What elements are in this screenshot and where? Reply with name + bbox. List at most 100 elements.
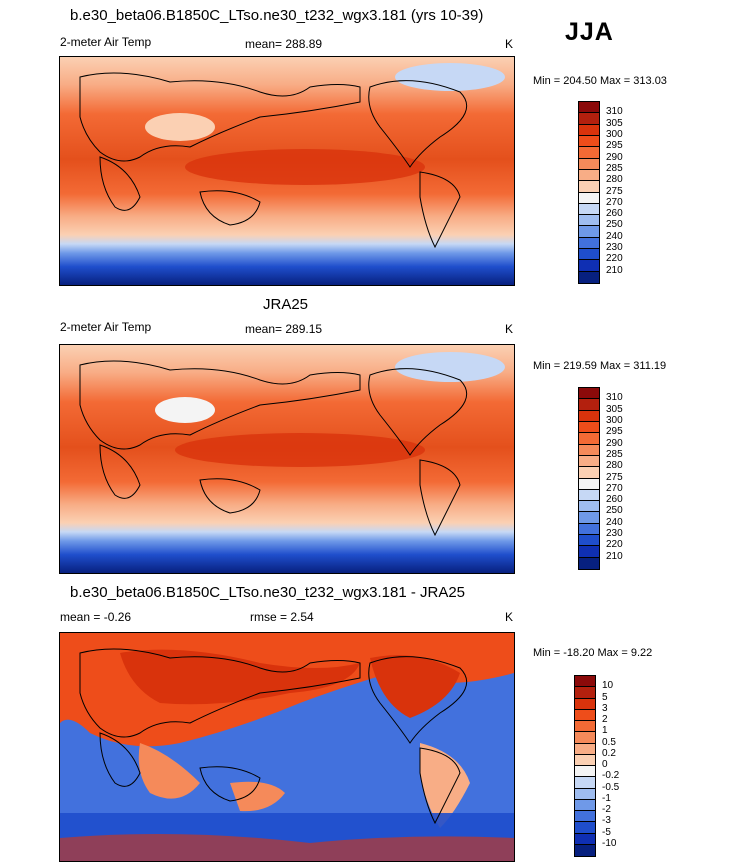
- colorbar-tick-label: 275: [606, 185, 623, 197]
- panel1-minmax-label: Min = 204.50 Max = 313.03: [533, 75, 667, 87]
- colorbar-swatch: [579, 147, 599, 159]
- colorbar-swatch: [579, 102, 599, 114]
- colorbar-tick-label: -0.2: [602, 770, 620, 782]
- colorbar-tick-label: -5: [602, 826, 611, 838]
- colorbar-swatch: [579, 388, 599, 400]
- colorbar-swatch: [575, 766, 595, 778]
- colorbar-tick-label: 220: [606, 539, 623, 551]
- colorbar-tick-label: 305: [606, 117, 623, 129]
- panel1-colorbar: [578, 101, 600, 284]
- panel1-eurasia-coastline: [79, 72, 361, 162]
- colorbar-swatch: [579, 192, 599, 204]
- panel1-mean-label: mean= 288.89: [245, 37, 323, 51]
- colorbar-swatch: [579, 489, 599, 502]
- colorbar-swatch: [579, 215, 599, 227]
- colorbar-swatch: [579, 113, 599, 125]
- colorbar-swatch: [579, 535, 599, 547]
- colorbar-tick-label: 270: [606, 196, 623, 208]
- panel2-variable-label: 2-meter Air Temp: [60, 320, 152, 334]
- colorbar-swatch: [575, 698, 595, 710]
- panel1-map: [59, 56, 515, 286]
- panel3-northamerica-coastline: [368, 656, 468, 744]
- colorbar-swatch: [579, 169, 599, 182]
- colorbar-swatch: [579, 455, 599, 468]
- colorbar-swatch: [579, 237, 599, 250]
- colorbar-swatch: [579, 181, 599, 193]
- colorbar-tick-label: 290: [606, 151, 623, 163]
- colorbar-tick-label: 2: [602, 714, 608, 725]
- colorbar-tick-label: 240: [606, 230, 623, 242]
- colorbar-tick-label: 260: [606, 494, 623, 506]
- panel3-antarctic-bias: [60, 834, 514, 861]
- colorbar-tick-label: 10: [602, 680, 614, 692]
- panel2-australia-coastline: [199, 478, 261, 514]
- panel3-eurasia-coastline: [79, 648, 361, 738]
- colorbar-swatch: [579, 557, 599, 569]
- panel3-southamerica-coastline: [419, 747, 461, 825]
- panel1-units-label: K: [505, 37, 514, 51]
- colorbar-tick-label: 310: [606, 392, 623, 404]
- colorbar-swatch: [579, 433, 599, 445]
- panel1-warm-pool: [185, 149, 425, 185]
- colorbar-swatch: [575, 777, 595, 789]
- colorbar-swatch: [579, 135, 599, 148]
- panel2-map: [59, 344, 515, 574]
- panel3-africa-bias: [138, 743, 200, 799]
- panel3-australia-bias: [230, 781, 285, 812]
- season-label: JJA: [565, 18, 614, 46]
- colorbar-swatch: [579, 226, 599, 238]
- colorbar-swatch: [579, 124, 599, 136]
- panel3-colorbar: [574, 675, 596, 857]
- colorbar-swatch: [575, 811, 595, 823]
- panel1-northamerica-coastline: [368, 80, 468, 168]
- colorbar-tick-label: 295: [606, 426, 623, 438]
- colorbar-swatch: [579, 410, 599, 422]
- colorbar-tick-label: 250: [606, 219, 623, 231]
- panel1-southamerica-coastline: [419, 171, 461, 249]
- panel2-warm-pool: [175, 433, 425, 467]
- panel1-australia-coastline: [199, 190, 261, 226]
- panel3-southamerica-bias: [420, 743, 470, 828]
- colorbar-swatch: [579, 421, 599, 434]
- colorbar-swatch: [579, 523, 599, 536]
- colorbar-swatch: [575, 822, 595, 834]
- colorbar-swatch: [575, 676, 595, 688]
- colorbar-tick-label: 3: [602, 702, 608, 714]
- panel3-minmax-label: Min = -18.20 Max = 9.22: [533, 647, 653, 659]
- colorbar-tick-label: 240: [606, 516, 623, 528]
- panel2-title: JRA25: [263, 296, 309, 313]
- panel3-eurasia-bias: [120, 649, 360, 705]
- colorbar-swatch: [575, 799, 595, 811]
- colorbar-tick-label: 210: [606, 264, 623, 276]
- panel1-greenland-cold: [395, 63, 505, 91]
- panel3-units-label: K: [505, 610, 514, 624]
- colorbar-tick-label: 280: [606, 460, 623, 472]
- panel2-colorbar: [578, 387, 600, 570]
- panel3-mean-label: mean = -0.26: [60, 610, 132, 624]
- colorbar-swatch: [575, 788, 595, 800]
- colorbar-swatch: [575, 754, 595, 766]
- colorbar-tick-label: -1: [602, 792, 611, 804]
- colorbar-tick-label: -2: [602, 804, 611, 815]
- colorbar-tick-label: 260: [606, 208, 623, 220]
- colorbar-swatch: [579, 203, 599, 216]
- colorbar-swatch: [575, 743, 595, 755]
- colorbar-tick-label: 305: [606, 403, 623, 415]
- colorbar-swatch: [579, 260, 599, 272]
- panel2-minmax-label: Min = 219.59 Max = 311.19: [533, 360, 667, 372]
- panel3-australia-coastline: [199, 766, 261, 802]
- colorbar-swatch: [579, 158, 599, 170]
- panel2-greenland-cold: [395, 352, 505, 382]
- panel3-title: b.e30_beta06.B1850C_LTso.ne30_t232_wgx3.…: [70, 584, 466, 601]
- panel1-tibet-cool: [145, 113, 215, 141]
- colorbar-tick-label: 310: [606, 106, 623, 118]
- colorbar-swatch: [579, 399, 599, 411]
- colorbar-tick-label: 5: [602, 691, 608, 703]
- colorbar-swatch: [579, 467, 599, 479]
- panel1-title: b.e30_beta06.B1850C_LTso.ne30_t232_wgx3.…: [70, 7, 484, 24]
- colorbar-tick-label: 290: [606, 437, 623, 449]
- colorbar-swatch: [579, 271, 599, 283]
- colorbar-tick-label: 285: [606, 162, 623, 174]
- colorbar-tick-label: 300: [606, 128, 623, 140]
- colorbar-tick-label: 0.2: [602, 747, 616, 759]
